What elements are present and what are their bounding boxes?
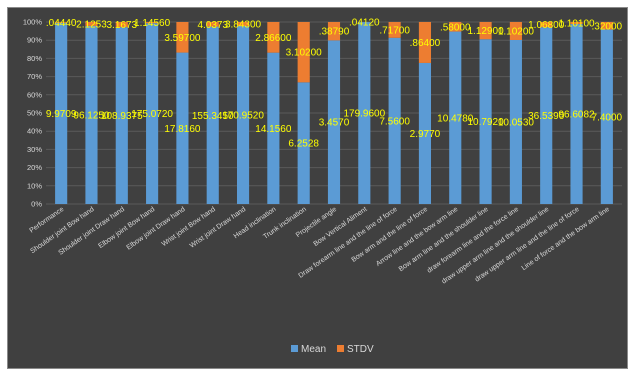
bar-mean: [176, 52, 189, 204]
bar-mean: [327, 40, 341, 204]
y-tick-label: 70%: [27, 72, 42, 81]
bar-stdv: [267, 22, 280, 53]
data-label-mean: 155.3450: [192, 111, 234, 122]
bar-mean: [388, 37, 401, 205]
legend-label: STDV: [347, 344, 374, 355]
data-label-stdv: .71700: [379, 25, 410, 36]
chart-legend: Mean STDV: [291, 344, 374, 355]
data-label-mean: 36.5390: [528, 111, 565, 122]
bar-mean: [297, 82, 310, 204]
data-label-mean: 2.9770: [410, 129, 441, 140]
bar-stdv: [236, 22, 250, 27]
data-label-mean: 170.9520: [222, 111, 264, 122]
x-category-label: Wrist joint Draw hand: [189, 206, 247, 250]
data-label-stdv: 3.59700: [164, 33, 201, 44]
data-label-mean: 96.6082: [558, 110, 595, 121]
bar-mean: [85, 25, 98, 204]
bar-stdv: [206, 22, 219, 27]
data-label-mean: 7.4000: [592, 112, 623, 123]
bar-mean: [540, 27, 553, 205]
legend-swatch: [337, 345, 344, 352]
bar-mean: [418, 62, 432, 205]
bar-stdv: [146, 22, 159, 24]
data-label-stdv: .58000: [440, 22, 471, 33]
data-label-stdv: .04440: [46, 18, 77, 29]
y-tick-label: 50%: [27, 109, 42, 118]
x-category-label: Wrist joint Bow hand: [161, 206, 217, 248]
data-label-mean: 6.2528: [288, 139, 319, 150]
bar-stdv: [418, 22, 432, 63]
stacked-percent-bar-chart: 0%10%20%30%40%50%60%70%80%90%100% Perfor…: [23, 18, 623, 356]
x-category-label: Elbow joint Draw hand: [125, 206, 186, 252]
bar-mean: [358, 22, 371, 204]
bar-mean: [146, 23, 159, 204]
bar-mean: [449, 31, 462, 204]
data-label-mean: 96.1250: [73, 110, 110, 121]
y-tick-label: 10%: [27, 181, 42, 190]
data-label-stdv: .04120: [349, 18, 380, 29]
data-label-mean: 179.9600: [343, 109, 385, 120]
y-tick-label: 60%: [27, 90, 42, 99]
data-label-mean: 108.9375: [101, 111, 143, 122]
bar-stdv: [388, 22, 401, 38]
bar-stdv: [176, 22, 189, 53]
bar-mean: [206, 26, 219, 204]
data-label-stdv: 3.10200: [286, 48, 323, 59]
data-label-mean: 10.4780: [437, 113, 474, 124]
bar-mean: [600, 29, 613, 205]
legend-label: Mean: [301, 344, 326, 355]
y-tick-label: 80%: [27, 54, 42, 63]
data-label-stdv: 1.12900: [468, 26, 505, 37]
bar-mean: [236, 26, 250, 205]
data-label-mean: 10.7920: [468, 117, 505, 128]
data-label-stdv: .32000: [592, 21, 623, 32]
data-label-stdv: 3.1673: [106, 20, 137, 31]
data-label-stdv: 3.84300: [225, 20, 262, 31]
bar-stdv: [297, 22, 310, 83]
x-category-label: Bow Vertical Aliment: [312, 206, 368, 248]
bar-stdv: [55, 22, 68, 23]
bar-mean: [115, 27, 128, 204]
y-tick-label: 100%: [23, 18, 43, 27]
data-label-mean: 175.0720: [131, 109, 173, 120]
x-category-label: draw upper arm line and the shoulder lin…: [441, 206, 551, 286]
data-label-stdv: 1.10200: [498, 26, 535, 37]
y-tick-label: 0%: [31, 200, 42, 209]
bar-mean: [509, 39, 522, 205]
legend-swatch: [291, 345, 298, 352]
data-label-stdv: 1.10100: [558, 19, 595, 30]
bar-mean: [267, 52, 280, 204]
data-label-stdv: 2.1253: [76, 19, 107, 30]
data-label-stdv: 1.14560: [134, 18, 171, 29]
bar-stdv: [85, 22, 98, 26]
data-label-stdv: 1.06800: [528, 20, 565, 31]
chart-frame: 0% 10% 20% 30% 40% 50% 60% 70% 80% 90% 100% Perfor…: [7, 7, 628, 369]
bar-stdv: [479, 22, 492, 40]
data-label-mean: 7.5600: [379, 116, 410, 127]
bar-mean: [570, 24, 583, 205]
data-label-stdv: .86400: [410, 38, 441, 49]
data-label-mean: 17.8160: [164, 124, 201, 135]
bar-stdv: [570, 22, 583, 25]
bar-stdv: [600, 22, 613, 30]
bar-stdv: [449, 22, 462, 32]
bar-stdv: [327, 22, 341, 41]
data-label-stdv: 4.0373: [197, 20, 228, 31]
data-label-mean: 9.9709: [46, 109, 77, 120]
y-tick-label: 30%: [27, 145, 42, 154]
y-tick-label: 20%: [27, 163, 42, 172]
bar-stdv: [509, 22, 522, 40]
data-label-mean: 10.0530: [498, 117, 535, 128]
data-label-mean: 14.1560: [255, 124, 292, 135]
data-label-stdv: 2.86600: [255, 33, 292, 44]
bar-stdv: [115, 22, 128, 28]
x-category-label: Elbow joint Bow hand: [97, 206, 156, 250]
y-tick-label: 90%: [27, 36, 42, 45]
data-label-stdv: .38790: [319, 27, 350, 38]
bar-stdv: [540, 22, 553, 28]
data-label-mean: 3.4570: [319, 118, 350, 129]
y-tick-label: 40%: [27, 127, 42, 136]
bar-mean: [479, 39, 492, 205]
bar-mean: [55, 22, 68, 204]
